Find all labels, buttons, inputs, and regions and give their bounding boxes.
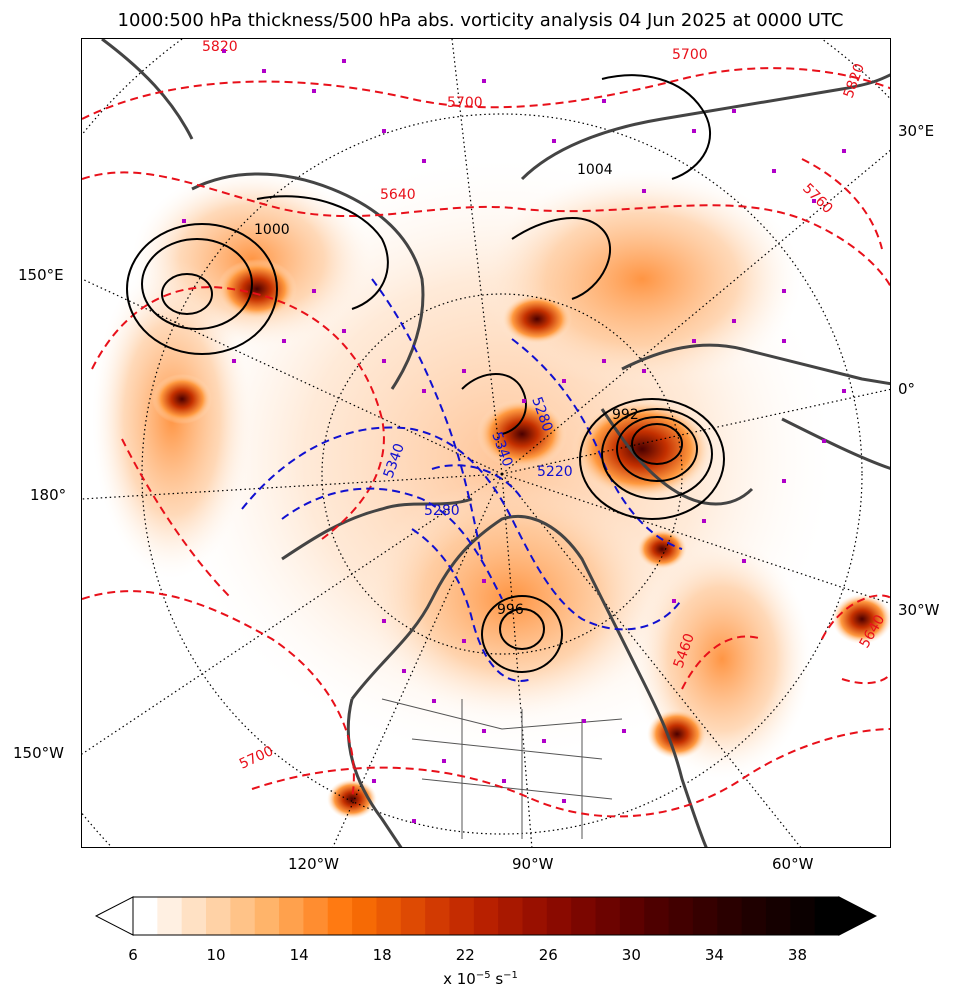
lon-label-30e: 30°E xyxy=(898,122,935,140)
colorbar-cells xyxy=(133,897,840,935)
lon-label-90w: 90°W xyxy=(512,855,554,873)
lon-label-150e: 150°E xyxy=(18,266,64,284)
colorbar-cell xyxy=(425,897,450,935)
thickness-label-5700-northeast: 5700 xyxy=(672,47,708,63)
colorbar-tick-label: 34 xyxy=(704,946,724,964)
thickness-label-5640-north: 5640 xyxy=(380,187,416,203)
mslp-contours xyxy=(126,74,725,673)
colorbar-cell xyxy=(352,897,377,935)
colorbar-outline xyxy=(132,896,840,936)
colorbar-cell xyxy=(327,897,353,935)
colorbar-cell xyxy=(765,897,791,935)
lon-label-30w: 30°W xyxy=(898,601,940,619)
unit-base: x 10 xyxy=(443,970,476,988)
colorbar-cell xyxy=(546,897,572,935)
lon-label-120w: 120°W xyxy=(288,855,339,873)
unit-exponent: −5 xyxy=(475,970,491,981)
colorbar-cell xyxy=(522,897,548,935)
colorbar-tick-label: 22 xyxy=(455,946,475,964)
thickness-label-5700-south: 5700 xyxy=(237,743,276,773)
unit-exponent-2: −1 xyxy=(503,970,518,981)
thickness-label-5700-north: 5700 xyxy=(447,95,483,111)
colorbar-cell xyxy=(473,897,499,935)
thickness-label-5820-northeast: 5820 xyxy=(841,61,868,100)
lon-label-180: 180° xyxy=(30,486,67,504)
colorbar-tick-label: 18 xyxy=(372,946,392,964)
colorbar-tick-label: 26 xyxy=(538,946,558,964)
highlight-markers xyxy=(182,49,846,823)
colorbar-cell xyxy=(376,897,402,935)
isobar-label-1000: 1000 xyxy=(254,222,290,238)
colorbar-cell xyxy=(790,897,816,935)
thickness-contours-warm xyxy=(82,67,890,818)
colorbar-cell xyxy=(181,897,207,935)
colorbar-cell xyxy=(644,897,670,935)
colorbar-cell xyxy=(303,897,329,935)
colorbar-tick-label: 30 xyxy=(621,946,641,964)
thickness-label-5280-south: 5280 xyxy=(424,503,460,519)
vorticity-shading xyxy=(92,159,890,819)
vorticity-map: 5700 5640 5760 5700 5640 5820 5820 5700 … xyxy=(82,39,890,847)
thickness-label-5220: 5220 xyxy=(537,464,573,480)
colorbar-cell xyxy=(595,897,621,935)
colorbar-cell xyxy=(717,897,743,935)
colorbar-unit-label: x 10−5 s−1 xyxy=(0,970,961,988)
colorbar-cell xyxy=(254,897,280,935)
colorbar-cell xyxy=(498,897,524,935)
isobar-label-996: 996 xyxy=(497,602,524,618)
colorbar-cell xyxy=(619,897,645,935)
colorbar-min-extend xyxy=(95,896,134,936)
colorbar-cell xyxy=(206,897,231,935)
colorbar-tick-label: 6 xyxy=(128,946,138,964)
chart-title: 1000:500 hPa thickness/500 hPa abs. vort… xyxy=(117,10,844,31)
colorbar-cell xyxy=(814,897,840,935)
lon-label-0: 0° xyxy=(898,380,916,398)
colorbar-cell xyxy=(133,897,158,935)
colorbar-cell xyxy=(230,897,256,935)
colorbar xyxy=(95,896,877,936)
colorbar-cell xyxy=(741,897,767,935)
colorbar-cell xyxy=(400,897,426,935)
colorbar-tick-label: 10 xyxy=(206,946,226,964)
isobar-label-992: 992 xyxy=(612,407,639,423)
lon-label-150w: 150°W xyxy=(13,744,64,762)
colorbar-cell xyxy=(692,897,718,935)
thickness-label-5820-northwest: 5820 xyxy=(202,39,238,55)
colorbar-cell xyxy=(668,897,694,935)
map-panel: 5700 5640 5760 5700 5640 5820 5820 5700 … xyxy=(81,38,891,848)
colorbar-cell xyxy=(279,897,304,935)
colorbar-tick-label: 14 xyxy=(289,946,309,964)
thickness-contours-cold xyxy=(241,278,683,682)
lon-label-60w: 60°W xyxy=(772,855,814,873)
colorbar-cell xyxy=(571,897,597,935)
unit-suffix: s xyxy=(490,970,504,988)
colorbar-cell xyxy=(449,897,475,935)
coastlines xyxy=(101,39,890,847)
colorbar-cell xyxy=(157,897,183,935)
colorbar-tick-label: 38 xyxy=(787,946,808,964)
isobar-label-1004: 1004 xyxy=(577,162,613,178)
colorbar-max-extend xyxy=(838,896,877,936)
